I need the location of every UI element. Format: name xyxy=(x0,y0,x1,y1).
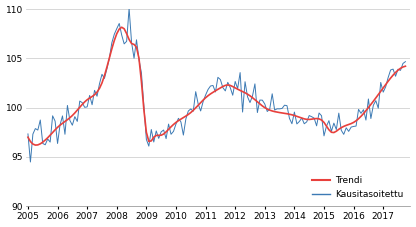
Trendi xyxy=(312,117,317,120)
Kausitasoitettu xyxy=(403,60,408,63)
Kausitasoitettu xyxy=(126,7,131,10)
Trendi xyxy=(270,110,275,112)
Line: Kausitasoitettu: Kausitasoitettu xyxy=(28,8,406,162)
Kausitasoitettu xyxy=(25,133,30,135)
Trendi xyxy=(163,131,168,133)
Legend: Trendi, Kausitasoitettu: Trendi, Kausitasoitettu xyxy=(310,174,406,202)
Trendi xyxy=(25,136,30,138)
Kausitasoitettu xyxy=(270,92,275,95)
Kausitasoitettu xyxy=(163,137,168,140)
Trendi xyxy=(354,119,359,122)
Kausitasoitettu xyxy=(354,125,359,127)
Kausitasoitettu xyxy=(312,117,317,119)
Trendi xyxy=(33,144,38,146)
Kausitasoitettu xyxy=(161,129,166,131)
Trendi xyxy=(119,26,124,29)
Line: Trendi: Trendi xyxy=(28,27,406,145)
Trendi xyxy=(161,133,166,135)
Kausitasoitettu xyxy=(28,161,33,163)
Trendi xyxy=(339,126,344,129)
Kausitasoitettu xyxy=(339,129,344,132)
Trendi xyxy=(403,65,408,68)
